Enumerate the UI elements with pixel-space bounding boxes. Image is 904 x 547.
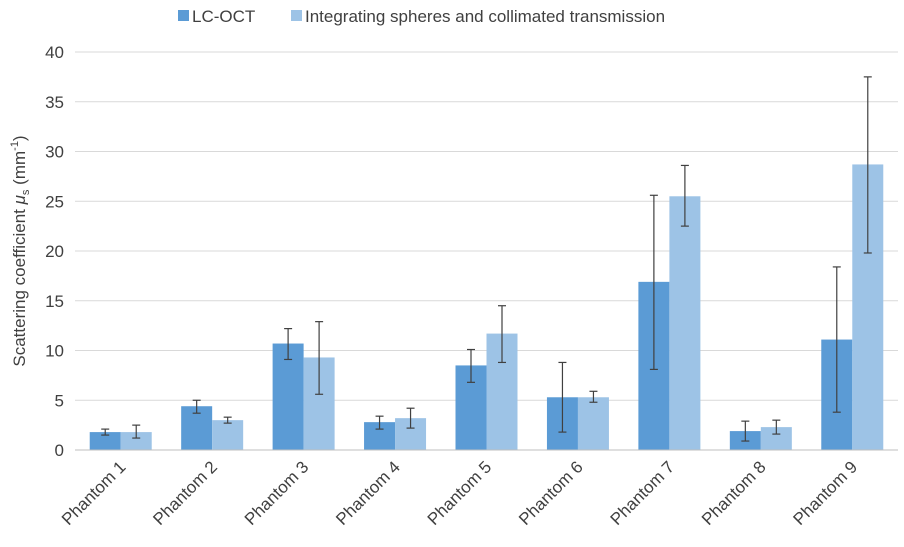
error-bar-integrating-spheres-8	[772, 419, 781, 435]
legend-label-lc-oct: LC-OCT	[192, 7, 255, 26]
error-bar-integrating-spheres-3	[315, 321, 324, 395]
error-bar-lc-oct-8	[741, 420, 750, 442]
error-bar-lc-oct-1	[101, 428, 110, 436]
x-tick-label: Phantom 2	[149, 457, 221, 529]
y-tick-label: 0	[55, 441, 64, 460]
error-bar-integrating-spheres-5	[498, 305, 506, 364]
y-tick-label: 10	[45, 342, 64, 361]
error-bar-integrating-spheres-2	[223, 416, 232, 424]
error-bar-lc-oct-3	[284, 328, 293, 361]
y-tick-label: 5	[55, 391, 64, 410]
error-bar-lc-oct-6	[558, 361, 567, 433]
x-tick-label: Phantom 7	[607, 457, 679, 529]
error-bar-integrating-spheres-9	[863, 76, 872, 254]
error-bar-lc-oct-5	[467, 348, 475, 383]
bar-integrating-spheres-8	[760, 427, 792, 450]
y-axis-ticks: 0 5 10 15 20 25 30 35 40	[45, 43, 64, 460]
bar-lc-oct-3	[272, 343, 304, 450]
x-tick-label: Phantom 8	[698, 457, 770, 529]
error-bar-lc-oct-9	[832, 266, 841, 413]
bar-integrating-spheres-7	[669, 196, 701, 450]
error-bar-integrating-spheres-1	[132, 424, 141, 439]
y-tick-label: 35	[45, 93, 64, 112]
y-axis-title: Scattering coefficient μs (mm-1)	[9, 135, 32, 366]
error-bar-integrating-spheres-6	[589, 390, 598, 403]
x-tick-label: Phantom 5	[424, 457, 496, 529]
bar-lc-oct-1	[89, 432, 121, 450]
error-bars	[101, 76, 872, 442]
y-tick-label: 30	[45, 143, 64, 162]
y-tick-label: 15	[45, 292, 64, 311]
y-tick-label: 20	[45, 242, 64, 261]
bar-integrating-spheres-2	[212, 420, 244, 450]
x-tick-label: Phantom 4	[332, 457, 404, 529]
legend-swatch-lc-oct	[178, 10, 189, 21]
gridlines	[75, 51, 898, 401]
legend: LC-OCT Integrating spheres and collimate…	[178, 7, 665, 26]
bar-integrating-spheres-1	[120, 432, 152, 450]
x-tick-label: Phantom 3	[241, 457, 313, 529]
error-bar-lc-oct-4	[375, 415, 384, 430]
error-bar-integrating-spheres-4	[406, 407, 415, 429]
x-tick-label: Phantom 1	[58, 457, 130, 529]
y-tick-label: 25	[45, 192, 64, 211]
error-bar-integrating-spheres-7	[680, 164, 689, 227]
bars	[89, 164, 884, 450]
legend-label-integrating-spheres: Integrating spheres and collimated trans…	[305, 7, 665, 26]
bar-integrating-spheres-6	[577, 397, 609, 450]
x-tick-label: Phantom 6	[515, 457, 587, 529]
x-axis-ticks: Phantom 1 Phantom 2 Phantom 3 Phantom 4 Phan…	[58, 457, 861, 529]
legend-swatch-integrating-spheres	[291, 10, 302, 21]
error-bar-lc-oct-7	[649, 194, 658, 371]
y-tick-label: 40	[45, 43, 64, 62]
error-bar-lc-oct-2	[192, 399, 201, 414]
x-tick-label: Phantom 9	[790, 457, 862, 529]
